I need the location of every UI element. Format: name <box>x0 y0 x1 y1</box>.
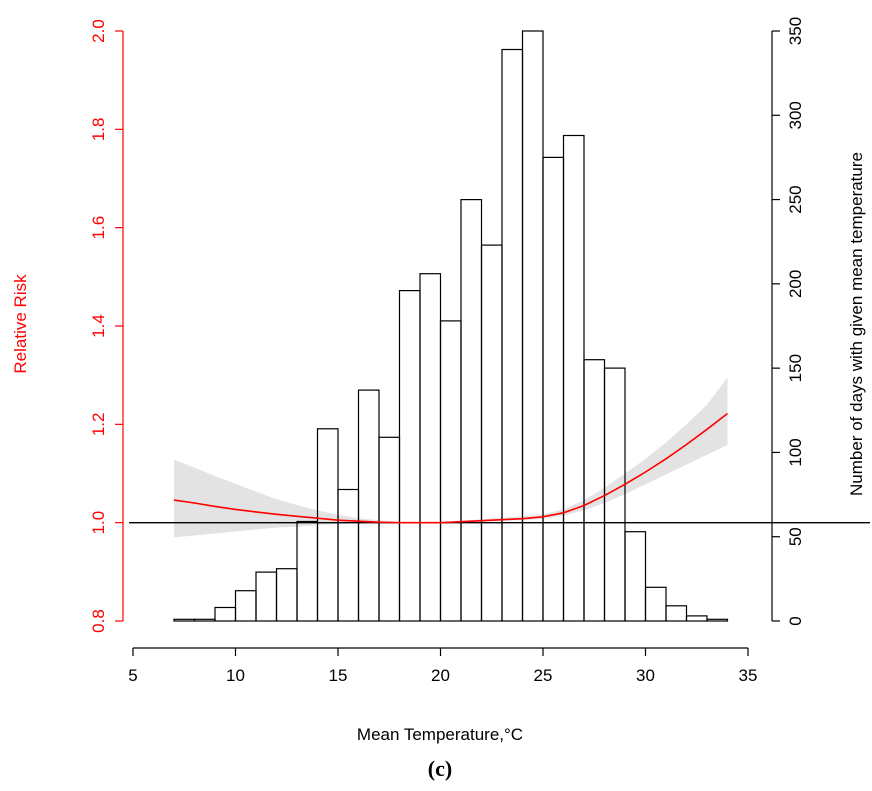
histogram-bar <box>460 199 483 622</box>
y-right-tick-label: 350 <box>786 17 805 45</box>
x-axis-label: Mean Temperature,°C <box>357 725 523 744</box>
histogram-bar <box>398 290 421 622</box>
histogram-bar <box>214 606 237 622</box>
y-left-tick-label: 2.0 <box>89 19 108 43</box>
y-right-tick-label: 150 <box>786 354 805 382</box>
histogram-bar <box>706 618 729 622</box>
axes-layer: 0.8 1.0 1.2 1.4 1.6 1.8 2.0 0 50 100 150 200 250 300 3… <box>89 17 805 685</box>
rr-curve-layer <box>173 412 728 524</box>
y-right-tick-label: 200 <box>786 270 805 298</box>
y-left-tick-label: 1.6 <box>89 216 108 240</box>
histogram-bar <box>439 320 462 622</box>
y-left-tick-label: 0.8 <box>89 609 108 633</box>
histogram-bars-layer <box>173 30 729 622</box>
y-right-tick-label: 250 <box>786 185 805 213</box>
histogram-bar <box>357 389 380 622</box>
confidence-band-layer <box>174 377 728 538</box>
histogram-bar <box>542 156 565 622</box>
x-tick-label: 20 <box>431 666 450 685</box>
histogram-bar <box>255 571 278 622</box>
histogram-bar <box>624 531 647 622</box>
histogram-bar <box>337 488 360 622</box>
histogram-bar <box>603 367 626 622</box>
histogram-bar <box>521 30 544 622</box>
histogram-bar <box>665 605 688 622</box>
y-left-tick-label: 1.4 <box>89 314 108 338</box>
x-tick-label: 5 <box>128 666 137 685</box>
x-tick-label: 25 <box>534 666 553 685</box>
x-tick-label: 10 <box>226 666 245 685</box>
x-tick-label: 30 <box>636 666 655 685</box>
histogram-bar <box>173 618 196 622</box>
histogram-bar <box>562 134 585 622</box>
y-right-tick-label: 0 <box>786 616 805 625</box>
x-tick-label: 35 <box>739 666 758 685</box>
relative-risk-curve <box>173 412 728 524</box>
x-tick-label: 15 <box>329 666 348 685</box>
histogram-bar <box>419 273 442 622</box>
histogram-bar <box>275 568 298 622</box>
y-axis-right-label: Number of days with given mean temperatu… <box>847 152 866 496</box>
confidence-band <box>174 377 728 538</box>
histogram-bar <box>501 48 524 622</box>
y-left-tick-label: 1.8 <box>89 118 108 142</box>
y-left-tick-label: 1.2 <box>89 413 108 437</box>
panel-label: (c) <box>428 756 452 781</box>
y-right-tick-label: 100 <box>786 438 805 466</box>
histogram-bar <box>296 520 319 622</box>
histogram-bar <box>685 615 708 622</box>
histogram-bar <box>193 618 216 622</box>
y-left-tick-label: 1.0 <box>89 511 108 535</box>
histogram-bar <box>480 244 503 622</box>
histogram-bar <box>378 436 401 622</box>
y-right-tick-label: 50 <box>786 527 805 546</box>
y-right-tick-label: 300 <box>786 101 805 129</box>
histogram-bar <box>234 590 257 622</box>
y-axis-left-label: Relative Risk <box>11 274 30 374</box>
histogram-bar <box>644 586 667 622</box>
